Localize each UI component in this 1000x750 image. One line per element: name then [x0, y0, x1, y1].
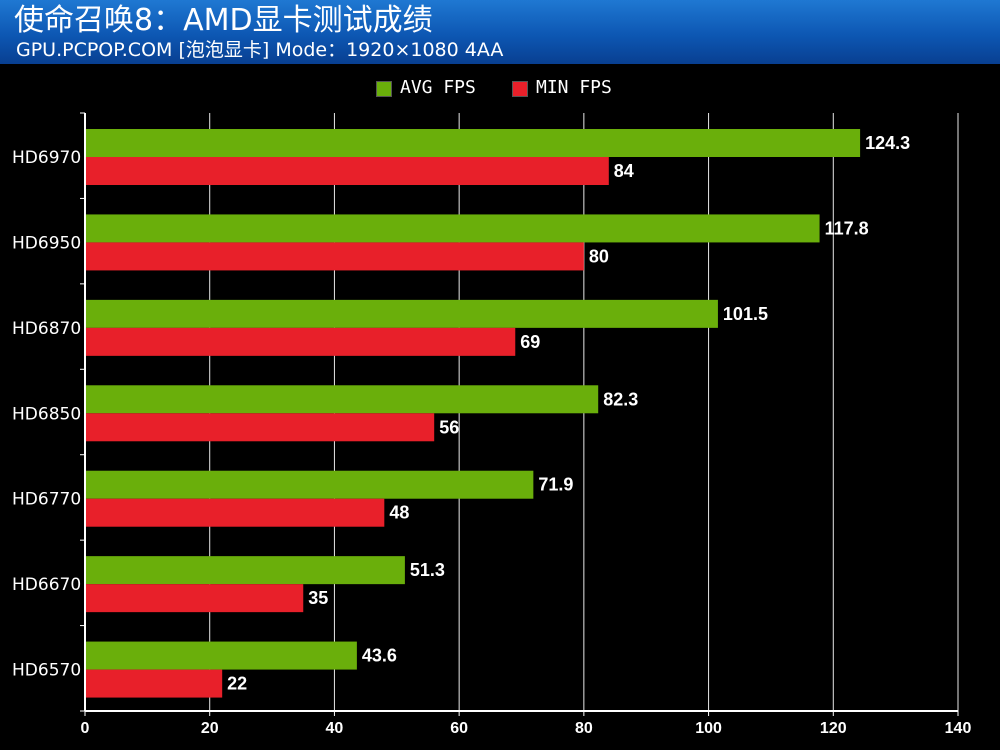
x-tick-label-100: 100	[695, 720, 722, 737]
category-label-hd6850: HD6850	[12, 404, 81, 424]
bar-min-fps-hd6950	[85, 242, 584, 271]
x-tick-label-0: 0	[81, 720, 90, 737]
data-label-avg-fps-hd6950: 117.8	[825, 218, 869, 238]
data-label-min-fps-hd6970: 84	[614, 161, 634, 181]
bar-avg-fps-hd6570	[85, 641, 357, 670]
bar-avg-fps-hd6970	[85, 129, 861, 157]
data-label-min-fps-hd6870: 69	[520, 332, 540, 352]
legend-label-min-fps: MIN FPS	[536, 77, 612, 98]
category-label-hd6670: HD6670	[12, 575, 81, 595]
bar-min-fps-hd6670	[85, 584, 304, 613]
data-label-min-fps-hd6570: 22	[227, 674, 247, 694]
category-label-hd6570: HD6570	[12, 661, 81, 681]
legend-swatch-avg-fps	[376, 81, 392, 97]
x-tick-label-80: 80	[575, 720, 593, 737]
data-label-avg-fps-hd6970: 124.3	[865, 133, 910, 153]
category-label-hd6950: HD6950	[12, 233, 81, 253]
legend-swatch-min-fps	[512, 81, 528, 97]
bar-min-fps-hd6770	[85, 498, 385, 527]
data-label-min-fps-hd6850: 56	[439, 417, 459, 437]
category-label-hd6970: HD6970	[12, 148, 81, 168]
data-label-avg-fps-hd6850: 82.3	[603, 389, 638, 409]
x-tick-label-140: 140	[945, 720, 972, 737]
bar-min-fps-hd6970	[85, 157, 609, 185]
data-label-min-fps-hd6670: 35	[308, 588, 328, 608]
bar-min-fps-hd6870	[85, 327, 516, 356]
bar-avg-fps-hd6870	[85, 299, 718, 328]
data-label-min-fps-hd6950: 80	[589, 246, 609, 266]
data-label-avg-fps-hd6870: 101.5	[723, 304, 768, 324]
data-label-min-fps-hd6770: 48	[389, 503, 409, 523]
category-label-hd6870: HD6870	[12, 319, 81, 339]
chart-header: 使命召唤8：AMD显卡测试成绩 GPU.PCPOP.COM [泡泡显卡] Mod…	[0, 0, 1000, 64]
bar-min-fps-hd6850	[85, 413, 435, 442]
category-label-hd6770: HD6770	[12, 490, 81, 510]
x-tick-label-60: 60	[450, 720, 468, 737]
axes	[80, 112, 959, 716]
chart-legend: AVG FPS MIN FPS	[0, 76, 1000, 100]
x-tick-label-20: 20	[201, 720, 219, 737]
bar-avg-fps-hd6850	[85, 385, 599, 414]
legend-label-avg-fps: AVG FPS	[400, 77, 476, 98]
x-tick-label-120: 120	[820, 720, 847, 737]
chart-subtitle: GPU.PCPOP.COM [泡泡显卡] Mode：1920×1080 4AA	[16, 39, 504, 61]
bars	[85, 129, 861, 698]
data-label-avg-fps-hd6570: 43.6	[362, 646, 397, 666]
data-label-avg-fps-hd6670: 51.3	[410, 560, 445, 580]
bar-avg-fps-hd6950	[85, 214, 820, 243]
data-label-avg-fps-hd6770: 71.9	[538, 475, 573, 495]
x-tick-label-40: 40	[326, 720, 344, 737]
chart-title: 使命召唤8：AMD显卡测试成绩	[14, 3, 433, 38]
labels: 124.3 84 HD6970 117.8 80 HD6950 101.5 69 HD6870 8…	[12, 133, 971, 737]
bar-min-fps-hd6570	[85, 669, 223, 698]
bar-avg-fps-hd6670	[85, 556, 405, 585]
bar-avg-fps-hd6770	[85, 470, 534, 499]
